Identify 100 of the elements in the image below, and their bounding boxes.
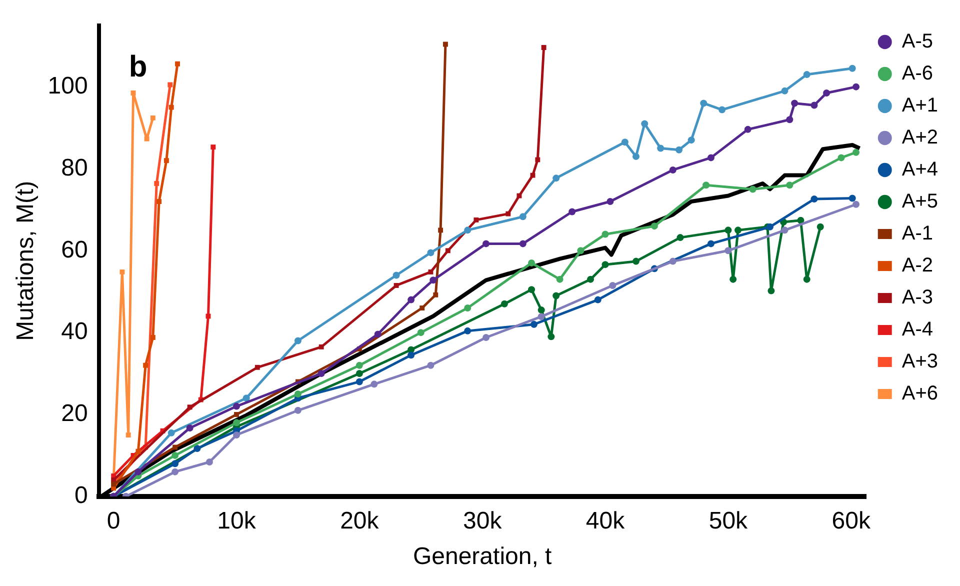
point xyxy=(621,138,628,146)
point xyxy=(164,158,169,164)
point xyxy=(803,276,810,283)
point xyxy=(552,292,560,300)
point xyxy=(234,412,239,417)
x-tick-label: 30k xyxy=(463,507,503,534)
legend-label: A-5 xyxy=(902,30,933,53)
y-tick-label: 0 xyxy=(74,482,88,510)
point xyxy=(823,89,830,96)
point xyxy=(791,100,798,107)
point xyxy=(206,458,213,466)
point xyxy=(602,230,609,238)
point xyxy=(650,222,658,230)
point xyxy=(233,431,240,438)
point xyxy=(528,259,536,266)
point xyxy=(781,226,788,234)
x-tick-label: 10k xyxy=(217,507,257,534)
point xyxy=(632,152,640,160)
legend-label: A+3 xyxy=(902,350,938,373)
legend-label: A+5 xyxy=(902,190,938,213)
x-tick-label: 50k xyxy=(708,507,749,534)
point xyxy=(838,154,845,162)
point xyxy=(194,444,201,452)
point xyxy=(206,314,211,319)
point xyxy=(781,87,788,94)
legend-label: A+6 xyxy=(902,382,938,405)
legend-label: A-1 xyxy=(902,222,933,245)
point xyxy=(175,61,180,66)
point xyxy=(356,370,363,378)
point xyxy=(150,335,156,340)
point xyxy=(134,468,142,476)
point xyxy=(474,217,479,222)
point xyxy=(552,174,560,182)
point xyxy=(394,283,399,288)
point xyxy=(632,258,640,265)
y-tick-label: 20 xyxy=(61,400,88,428)
legend-label: A-2 xyxy=(902,254,933,277)
point xyxy=(374,330,382,338)
legend-label: A-6 xyxy=(902,62,933,85)
point xyxy=(676,234,684,242)
point xyxy=(519,213,526,220)
point xyxy=(700,100,708,107)
point xyxy=(548,333,555,340)
point xyxy=(294,337,302,344)
point xyxy=(233,419,240,426)
point xyxy=(172,460,179,468)
x-tick-label: 0 xyxy=(106,507,120,534)
point xyxy=(420,306,425,310)
point xyxy=(535,157,540,162)
point xyxy=(233,402,240,410)
point xyxy=(186,424,194,432)
point xyxy=(438,228,444,233)
x-tick-label: 60k xyxy=(832,507,872,534)
point xyxy=(294,390,302,398)
point xyxy=(707,240,714,248)
point xyxy=(168,429,175,436)
point xyxy=(428,269,434,274)
point xyxy=(587,276,594,283)
point xyxy=(370,380,378,388)
point xyxy=(427,249,434,256)
point xyxy=(392,272,400,279)
point xyxy=(172,444,178,450)
point xyxy=(126,432,131,438)
point xyxy=(852,83,860,90)
point xyxy=(433,292,438,298)
point xyxy=(445,248,450,254)
point xyxy=(172,452,179,459)
annotation: b xyxy=(128,50,148,84)
point xyxy=(136,448,141,454)
point xyxy=(172,468,179,476)
point xyxy=(254,364,260,370)
point xyxy=(810,102,818,109)
point xyxy=(464,304,472,312)
point xyxy=(734,226,742,234)
point xyxy=(749,186,756,193)
point xyxy=(318,344,324,350)
point xyxy=(427,362,434,369)
point xyxy=(417,329,424,336)
point xyxy=(482,240,490,248)
point xyxy=(530,172,536,178)
point xyxy=(786,116,794,124)
point xyxy=(294,406,302,414)
legend-label: A+4 xyxy=(902,158,938,181)
point xyxy=(519,240,526,248)
point xyxy=(482,334,490,341)
y-tick-label: 40 xyxy=(61,318,88,346)
point xyxy=(538,313,545,320)
point xyxy=(156,199,162,204)
point xyxy=(516,193,522,198)
point xyxy=(187,404,192,410)
point xyxy=(356,362,363,369)
point xyxy=(707,154,714,162)
point xyxy=(541,45,546,50)
point xyxy=(408,296,415,304)
point xyxy=(848,194,856,202)
point xyxy=(506,211,511,216)
legend-label: A+2 xyxy=(902,126,938,149)
point xyxy=(803,71,810,78)
point xyxy=(144,136,150,142)
point xyxy=(143,362,148,368)
